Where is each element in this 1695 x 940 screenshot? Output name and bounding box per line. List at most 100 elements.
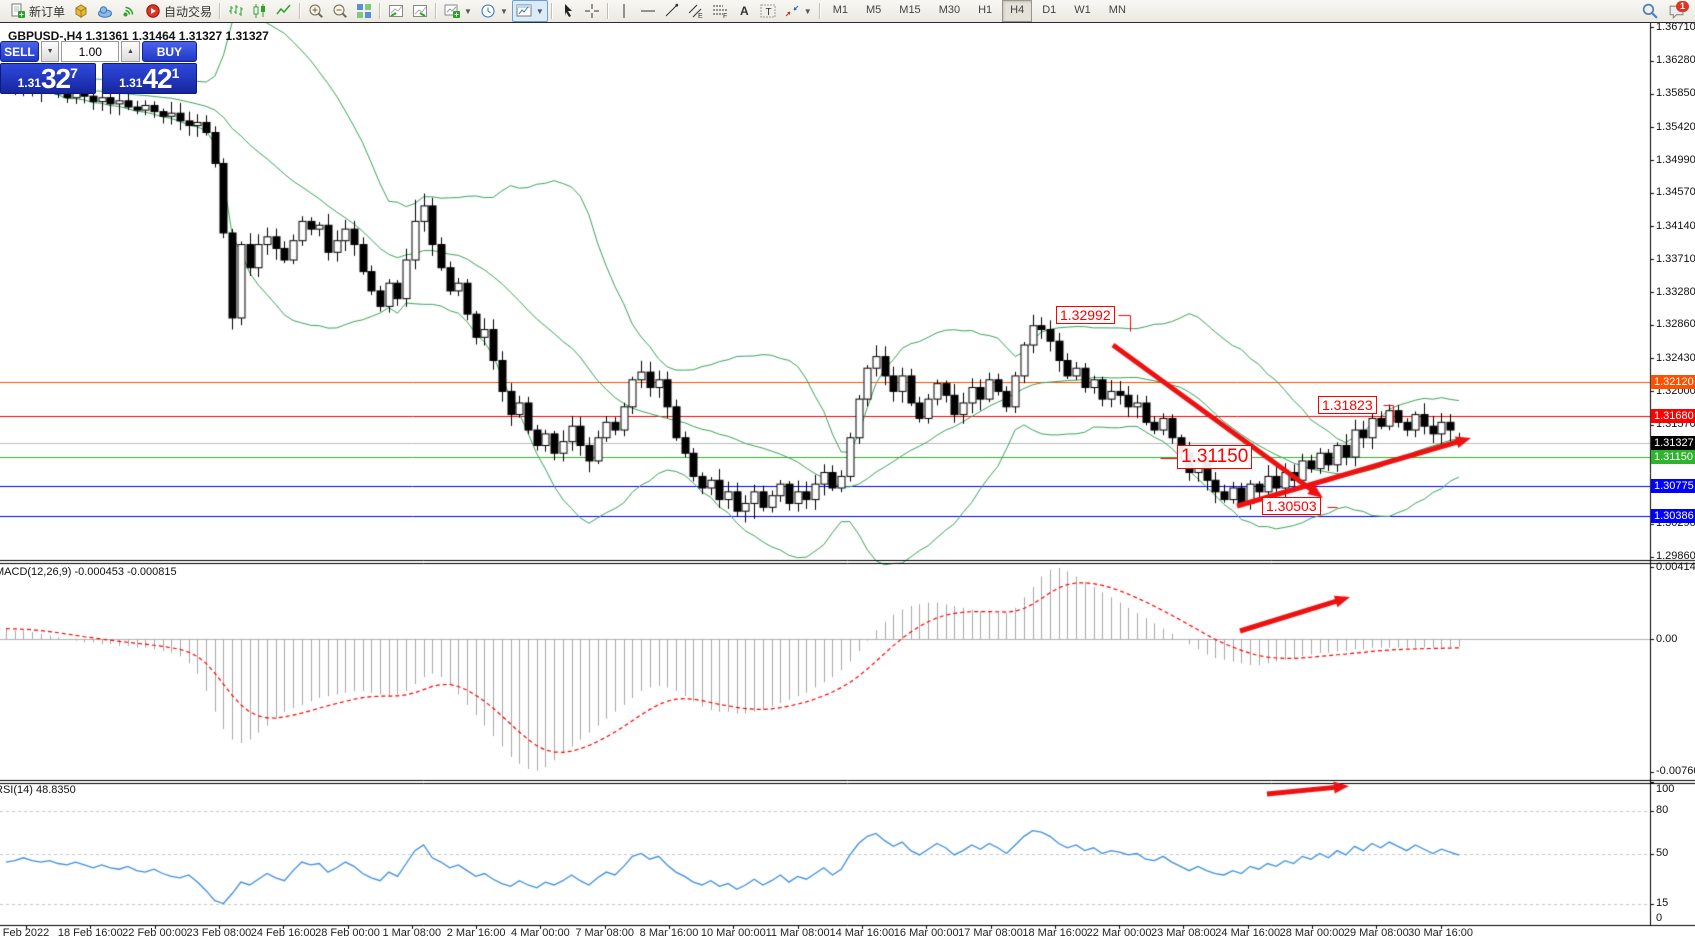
bars-icon	[228, 3, 244, 19]
date-label: 22 Feb 00:00	[122, 927, 188, 939]
price-badge: 1.31680	[1651, 409, 1695, 424]
bid-big-digits: 32	[40, 63, 71, 94]
candles-icon	[252, 3, 268, 19]
toolbar-separator	[379, 3, 382, 19]
cursor-tool[interactable]	[556, 0, 580, 22]
dropdown-caret-icon[interactable]: ▼	[803, 6, 812, 16]
templates-button[interactable]: ▼	[511, 0, 548, 22]
timeframe-m1-button[interactable]: M1	[832, 4, 848, 16]
price-annotation[interactable]: 1.32992	[1056, 306, 1115, 324]
date-label: 28 Mar 00:00	[1279, 927, 1345, 939]
timeframe-m15-button[interactable]: M15	[899, 4, 921, 16]
sell-price-panel[interactable]: 1.31 32 7	[0, 63, 96, 94]
sell-button[interactable]: SELL	[0, 41, 39, 62]
date-label: 2 Mar 16:00	[446, 927, 506, 939]
buy-button[interactable]: BUY	[141, 41, 197, 62]
date-label: 4 Mar 00:00	[511, 927, 570, 939]
zoom-out-button[interactable]	[328, 0, 352, 22]
horizontal-line-tool[interactable]	[636, 0, 660, 22]
date-label: 17 Mar 08:00	[958, 927, 1023, 939]
crosshair-icon	[584, 3, 600, 19]
cube-icon	[73, 3, 89, 19]
main-toolbar: 新订单 自动交易 ▼ ▼ ▼ E F A T ▼ M1 M5 M15 M30 H1 H4 D1 W1 MN 1	[0, 0, 1695, 23]
tline-icon	[664, 3, 680, 19]
fibonacci-tool[interactable]: F	[708, 0, 732, 22]
timeframe-mn-button[interactable]: MN	[1108, 4, 1126, 16]
svg-text:E: E	[698, 13, 703, 19]
dropdown-caret-icon[interactable]: ▼	[499, 6, 508, 16]
chart-right-icon	[412, 3, 428, 19]
new-chart-button[interactable]: ▼	[440, 0, 476, 22]
candlestick-chart-button[interactable]	[248, 0, 272, 22]
tile-icon	[356, 3, 372, 19]
crosshair-tool[interactable]	[580, 0, 604, 22]
price-tick-label: 1.34570	[1656, 186, 1695, 199]
data-window-button[interactable]	[384, 0, 408, 22]
autotrading-button[interactable]: 自动交易	[141, 0, 216, 22]
toolbar-separator	[435, 3, 438, 19]
date-label: 23 Feb 08:00	[186, 927, 252, 939]
date-label: 28 Feb 00:00	[315, 927, 380, 939]
new-order-button[interactable]: 新订单	[6, 0, 69, 22]
timeframe-w1-button[interactable]: W1	[1074, 4, 1091, 16]
linechart-icon	[276, 3, 292, 19]
bar-chart-button[interactable]	[224, 0, 248, 22]
date-label: 1 Mar 08:00	[382, 927, 442, 939]
date-label: 18 Mar 16:00	[1022, 927, 1088, 939]
date-label: 18 Feb 16:00	[57, 927, 123, 939]
chart-title: GBPUSD-,H4 1.31361 1.31464 1.31327 1.313…	[8, 29, 269, 43]
profiles-button[interactable]: ▼	[476, 0, 512, 22]
macd-tick-label: -0.007664	[1656, 765, 1695, 778]
rsi-tick-label: 50	[1656, 847, 1669, 859]
timeframe-m5-button[interactable]: M5	[866, 4, 882, 16]
equidistant-channel-tool[interactable]: E	[684, 0, 708, 22]
frame-icon	[516, 3, 532, 19]
volume-decrease-button[interactable]: ▼	[40, 41, 60, 62]
trendline-tool[interactable]	[660, 0, 684, 22]
notifications-button[interactable]: 1	[1668, 0, 1689, 20]
date-label: 8 Mar 16:00	[639, 927, 699, 939]
search-button[interactable]	[1641, 3, 1658, 20]
toolbar-separator	[606, 3, 609, 19]
buy-price-panel[interactable]: 1.31 42 1	[101, 63, 197, 94]
textA-icon: A	[736, 3, 752, 19]
price-annotation[interactable]: 1.31150	[1177, 445, 1253, 469]
dropdown-caret-icon[interactable]: ▼	[464, 6, 472, 16]
timeframe-m30-button[interactable]: M30	[938, 4, 961, 16]
rsi-indicator-label: RSI(14) 48.8350	[0, 784, 76, 796]
price-annotation[interactable]: 1.31823	[1318, 396, 1377, 414]
fibo-icon: F	[712, 3, 728, 19]
date-label: 29 Mar 08:00	[1343, 927, 1409, 939]
volume-increase-button[interactable]: ▲	[121, 41, 140, 62]
vertical-line-tool[interactable]	[612, 0, 636, 22]
date-label: 24 Feb 16:00	[250, 927, 316, 939]
price-annotation[interactable]: 1.30503	[1262, 497, 1321, 515]
community-button[interactable]	[93, 0, 117, 22]
macd-tick-label: 0.00	[1656, 632, 1678, 645]
chart-shift-button[interactable]	[69, 0, 93, 22]
macd-tick-label: 0.004144	[1656, 560, 1695, 573]
timeframe-d1-button[interactable]: D1	[1042, 4, 1057, 16]
price-tick-label: 1.34990	[1656, 153, 1695, 166]
volume-input[interactable]	[61, 41, 120, 62]
text-label-tool[interactable]: T	[756, 0, 780, 22]
price-badge: 1.30775	[1651, 479, 1695, 494]
cursor-icon	[560, 3, 576, 19]
cloud-icon	[97, 3, 113, 19]
dropdown-caret-icon[interactable]: ▼	[535, 6, 544, 16]
date-label: 24 Mar 16:00	[1215, 927, 1281, 939]
strategy-tester-button[interactable]	[408, 0, 432, 22]
arrows-tool[interactable]: ▼	[780, 0, 816, 22]
zoom-in-button[interactable]	[304, 0, 328, 22]
autotrading-button-label: 自动交易	[164, 4, 213, 19]
timeframe-h1-button[interactable]: H1	[978, 4, 993, 16]
line-chart-button[interactable]	[272, 0, 296, 22]
rsi-tick-label: 80	[1656, 804, 1669, 817]
text-tool[interactable]: A	[732, 0, 756, 22]
rsi-tick-label: 0	[1656, 912, 1663, 924]
tile-windows-button[interactable]	[352, 0, 376, 22]
timeframe-h4-button[interactable]: H4	[1002, 0, 1033, 22]
rsi-tick-label: 15	[1656, 897, 1669, 910]
signals-button[interactable]	[117, 0, 141, 22]
